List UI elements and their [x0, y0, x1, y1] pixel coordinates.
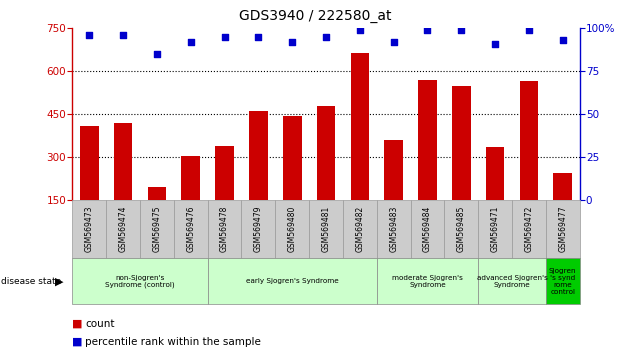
Point	[558, 38, 568, 43]
Bar	[147, 187, 166, 243]
Text: GSM569471: GSM569471	[491, 206, 500, 252]
Text: GSM569485: GSM569485	[457, 206, 466, 252]
Point	[253, 34, 263, 40]
Text: GSM569472: GSM569472	[524, 206, 534, 252]
Point	[321, 34, 331, 40]
Text: GSM569481: GSM569481	[321, 206, 331, 252]
Bar	[520, 81, 538, 243]
Bar	[215, 145, 234, 243]
Point	[355, 27, 365, 33]
Bar	[418, 80, 437, 243]
Bar	[114, 123, 132, 243]
Text: disease state: disease state	[1, 277, 61, 286]
Text: GSM569478: GSM569478	[220, 206, 229, 252]
Point	[118, 32, 129, 38]
Point	[423, 27, 433, 33]
Bar	[181, 156, 200, 243]
Text: GSM569479: GSM569479	[254, 206, 263, 252]
Bar	[553, 173, 572, 243]
Text: count: count	[85, 319, 115, 329]
Point	[524, 27, 534, 33]
Text: percentile rank within the sample: percentile rank within the sample	[85, 337, 261, 347]
Bar	[350, 53, 369, 243]
Text: ■: ■	[72, 337, 83, 347]
Point	[389, 39, 399, 45]
Text: moderate Sjogren's
Syndrome: moderate Sjogren's Syndrome	[392, 275, 463, 288]
Bar	[80, 126, 99, 243]
Bar	[283, 116, 302, 243]
Text: GSM569475: GSM569475	[152, 206, 161, 252]
Point	[456, 27, 466, 33]
Text: GSM569477: GSM569477	[558, 206, 567, 252]
Point	[287, 39, 297, 45]
Text: GSM569484: GSM569484	[423, 206, 432, 252]
Text: GSM569473: GSM569473	[85, 206, 94, 252]
Point	[84, 32, 94, 38]
Bar	[452, 86, 471, 243]
Point	[220, 34, 230, 40]
Bar	[317, 105, 335, 243]
Text: ▶: ▶	[55, 276, 63, 286]
Bar	[384, 140, 403, 243]
Text: GSM569476: GSM569476	[186, 206, 195, 252]
Bar	[486, 147, 505, 243]
Text: GSM569482: GSM569482	[355, 206, 364, 252]
Point	[490, 41, 500, 47]
Point	[186, 39, 196, 45]
Text: advanced Sjogren's
Syndrome: advanced Sjogren's Syndrome	[476, 275, 547, 288]
Text: non-Sjogren's
Syndrome (control): non-Sjogren's Syndrome (control)	[105, 275, 175, 288]
Text: ■: ■	[72, 319, 83, 329]
Text: GSM569480: GSM569480	[288, 206, 297, 252]
Text: early Sjogren's Syndrome: early Sjogren's Syndrome	[246, 279, 338, 284]
Text: GDS3940 / 222580_at: GDS3940 / 222580_at	[239, 9, 391, 23]
Text: Sjogren
's synd
rome
control: Sjogren 's synd rome control	[549, 268, 576, 295]
Bar	[249, 111, 268, 243]
Text: GSM569483: GSM569483	[389, 206, 398, 252]
Text: GSM569474: GSM569474	[118, 206, 128, 252]
Point	[152, 51, 162, 57]
